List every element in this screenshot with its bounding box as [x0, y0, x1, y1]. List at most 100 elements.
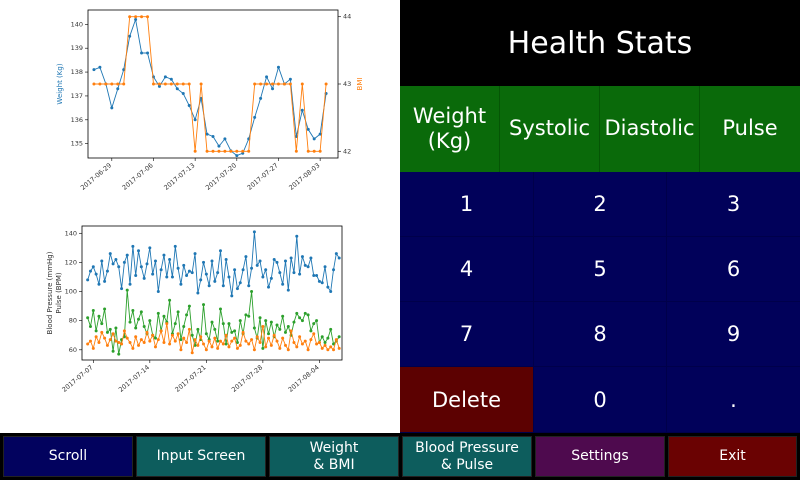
data-point — [163, 75, 167, 79]
x-tick-label: 2017-07-06 — [121, 161, 155, 191]
data-point — [159, 268, 163, 272]
data-point — [131, 346, 135, 350]
delete-button[interactable]: Delete — [400, 367, 534, 433]
input-screen-button[interactable]: Input Screen — [136, 436, 266, 477]
diastolic-button[interactable]: Diastolic — [600, 86, 700, 172]
data-point — [122, 82, 126, 86]
data-point — [131, 244, 135, 248]
key-8[interactable]: 8 — [534, 302, 667, 367]
data-point — [337, 346, 341, 350]
charts-panel: 135 136 137 138 139 140 42 43 44 2017-06-29 2017-0… — [0, 0, 400, 433]
data-point — [173, 322, 177, 326]
data-point — [303, 263, 307, 267]
data-point — [162, 253, 166, 257]
data-point — [267, 285, 271, 289]
data-point — [221, 284, 225, 288]
data-point — [117, 352, 121, 356]
key-0[interactable]: 0 — [534, 367, 667, 433]
data-point — [269, 320, 273, 324]
weight-bmi-button[interactable]: Weight & BMI — [269, 436, 399, 477]
scroll-button[interactable]: Scroll — [3, 436, 133, 477]
data-point — [204, 348, 208, 352]
settings-button[interactable]: Settings — [535, 436, 665, 477]
blood-pressure-pulse-button[interactable]: Blood Pressure & Pulse — [402, 436, 532, 477]
data-point — [276, 82, 280, 86]
data-point — [187, 82, 191, 86]
data-point — [151, 272, 155, 276]
key-7[interactable]: 7 — [400, 302, 534, 367]
data-point — [223, 149, 227, 153]
data-point — [202, 260, 206, 264]
key-4[interactable]: 4 — [400, 237, 534, 302]
key-2[interactable]: 2 — [534, 172, 667, 237]
y2-tick-label: 44 — [343, 13, 351, 21]
data-point — [218, 249, 222, 253]
data-point — [306, 127, 310, 131]
data-point — [153, 336, 157, 340]
data-point — [190, 271, 194, 275]
data-point — [286, 288, 290, 292]
data-point — [182, 263, 186, 267]
key-6[interactable]: 6 — [667, 237, 800, 302]
data-point — [329, 327, 333, 331]
key-decimal[interactable]: . — [667, 367, 800, 433]
exit-button[interactable]: Exit — [668, 436, 797, 477]
x-tick-label: 2017-07-14 — [117, 363, 151, 393]
data-point — [294, 135, 298, 139]
data-point — [235, 346, 239, 350]
data-point — [157, 82, 161, 86]
bottom-nav-bar: Scroll Input Screen Weight & BMI Blood P… — [0, 433, 800, 480]
data-point — [207, 284, 211, 288]
data-point — [211, 135, 215, 139]
key-3[interactable]: 3 — [667, 172, 800, 237]
data-point — [227, 345, 231, 349]
data-point — [278, 271, 282, 275]
data-point — [185, 341, 189, 345]
data-point — [241, 268, 245, 272]
weight-kg-button[interactable]: Weight (Kg) — [400, 86, 500, 172]
data-point — [204, 272, 208, 276]
key-1[interactable]: 1 — [400, 172, 534, 237]
data-point — [202, 303, 206, 307]
data-point — [317, 279, 321, 283]
data-point — [306, 149, 310, 153]
data-point — [100, 259, 104, 263]
data-point — [162, 341, 166, 345]
data-point — [224, 342, 228, 346]
data-point — [205, 132, 209, 136]
data-point — [105, 343, 109, 347]
y-tick-label: 138 — [71, 68, 83, 76]
data-point — [173, 339, 177, 343]
data-point — [88, 339, 92, 343]
data-point — [278, 346, 282, 350]
pulse-button[interactable]: Pulse — [700, 86, 800, 172]
data-point — [111, 262, 115, 266]
data-point — [295, 311, 299, 315]
data-point — [283, 343, 287, 347]
y-tick-label: 80 — [69, 317, 77, 325]
data-point — [108, 252, 112, 256]
systolic-button[interactable]: Systolic — [500, 86, 600, 172]
data-point — [258, 341, 262, 345]
data-point — [261, 346, 265, 350]
data-point — [289, 329, 293, 333]
data-point — [92, 68, 96, 72]
data-point — [334, 338, 338, 342]
data-point — [323, 343, 327, 347]
data-point — [230, 330, 234, 334]
data-point — [255, 335, 259, 339]
data-point — [146, 15, 150, 19]
data-point — [179, 338, 183, 342]
key-5[interactable]: 5 — [534, 237, 667, 302]
data-point — [253, 82, 257, 86]
data-point — [110, 106, 114, 110]
y-axis-label: Weight (Kg) — [56, 63, 64, 104]
key-9[interactable]: 9 — [667, 302, 800, 367]
data-point — [315, 319, 319, 323]
data-point — [108, 338, 112, 342]
data-point — [281, 336, 285, 340]
data-point — [275, 323, 279, 327]
data-point — [88, 325, 92, 328]
data-point — [98, 82, 102, 86]
data-point — [122, 329, 126, 333]
